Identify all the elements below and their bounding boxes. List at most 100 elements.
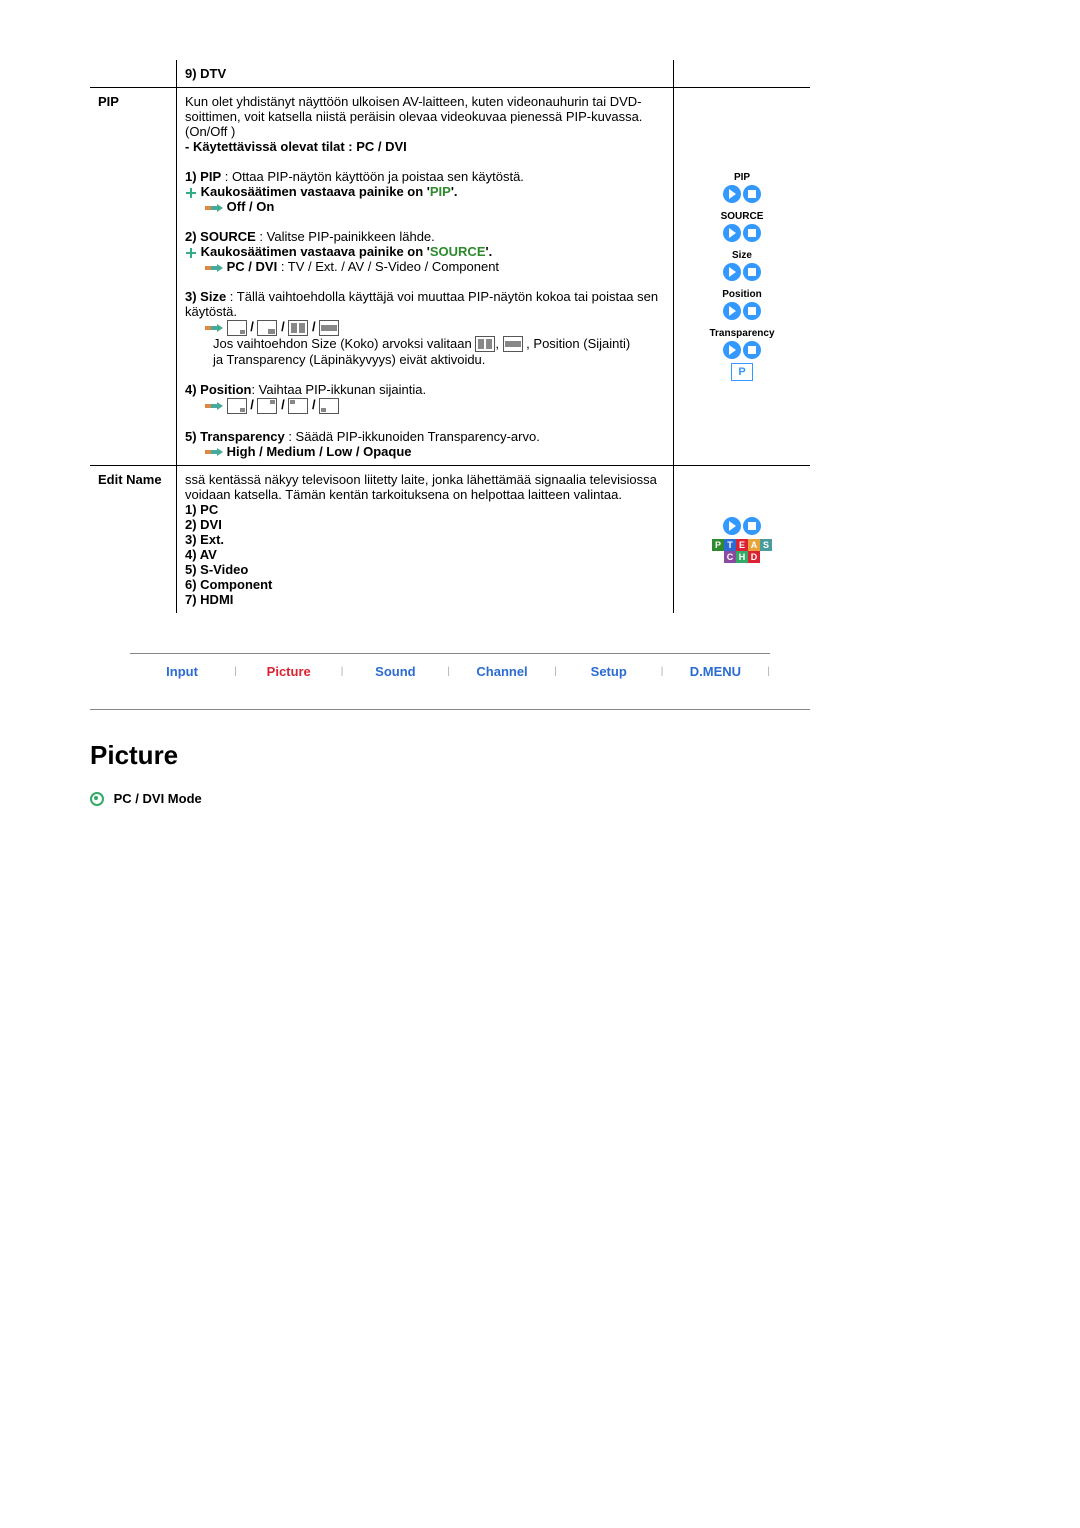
stop-icon (743, 263, 761, 281)
edit-opt-5: 6) Component (185, 577, 665, 592)
play-icon (723, 517, 741, 535)
pos-icon-4 (319, 398, 339, 414)
pip-item3-lead: 3) Size (185, 289, 226, 304)
pip-item2-rest: : Valitse PIP-painikkeen lähde. (256, 229, 435, 244)
play-icon (723, 263, 741, 281)
size-icon-2 (257, 320, 277, 336)
play-icon (723, 224, 741, 242)
remote1-tail: '. (451, 184, 458, 199)
side-transparency-label: Transparency (682, 328, 802, 339)
edit-side: P T E A S C H D (674, 465, 811, 613)
transparency-opts: High / Medium / Low / Opaque (227, 444, 412, 459)
pip-item1-rest: : Ottaa PIP-näytön käyttöön ja poistaa s… (221, 169, 524, 184)
pip-available: - Käytettävissä olevat tilat : PC / DVI (185, 139, 665, 154)
size-icon-inline1 (475, 336, 495, 352)
size-note1: Jos vaihtoehdon Size (Koko) arvoksi vali… (213, 336, 475, 351)
stop-icon (743, 517, 761, 535)
section-sub: PC / DVI Mode (114, 791, 202, 806)
dtv-side (674, 60, 811, 88)
strip-cell: C (724, 551, 736, 563)
arrow-icon (205, 322, 223, 334)
size-icon-1 (227, 320, 247, 336)
strip-cell: E (736, 539, 748, 551)
play-icon (723, 341, 741, 359)
empty-cell (90, 60, 177, 88)
arrow-icon (205, 446, 223, 458)
pos-icon-2 (257, 398, 277, 414)
remote2-tail: '. (486, 244, 493, 259)
pip-item3: 3) Size : Tällä vaihtoehdolla käyttäjä v… (185, 289, 665, 319)
section-title: Picture (90, 740, 810, 771)
pip-item4: 4) Position: Vaihtaa PIP-ikkunan sijaint… (185, 382, 665, 397)
pip-item5: 5) Transparency : Säädä PIP-ikkunoiden T… (185, 429, 665, 444)
pos-icon-3 (288, 398, 308, 414)
side-source-btns (682, 224, 802, 242)
nav-sound[interactable]: Sound (343, 664, 447, 679)
strip-cell: T (724, 539, 736, 551)
edit-opt-2: 3) Ext. (185, 532, 665, 547)
stop-icon (743, 224, 761, 242)
arrow-icon (205, 262, 223, 274)
bullet-icon (90, 792, 104, 806)
side-pip-btns (682, 185, 802, 203)
size-note4: ja Transparency (Läpinäkyvyys) eivät akt… (213, 352, 665, 367)
size-note3: , Position (Sijainti) (526, 336, 630, 351)
nav-row: Input | Picture | Sound | Channel | Setu… (130, 653, 770, 679)
strip-cell: S (760, 539, 772, 551)
arrow-icon (205, 202, 223, 214)
pip-remote2: Kaukosäätimen vastaava painike on 'SOURC… (185, 244, 665, 259)
side-edit-btns (682, 517, 802, 535)
edit-opt-3: 4) AV (185, 547, 665, 562)
pos-icon-1 (227, 398, 247, 414)
edit-opt-4: 5) S-Video (185, 562, 665, 577)
side-position-label: Position (682, 289, 802, 300)
dtv-label: 9) DTV (185, 66, 226, 81)
pip-item5-rest: : Säädä PIP-ikkunoiden Transparency-arvo… (285, 429, 540, 444)
size-icons-row: / / / (185, 319, 665, 336)
side-pip-label: PIP (682, 172, 802, 183)
stop-icon (743, 302, 761, 320)
nav-setup[interactable]: Setup (557, 664, 661, 679)
position-icons-row: / / / (185, 397, 665, 414)
size-note2: , (495, 336, 502, 351)
strip-cell: D (748, 551, 760, 563)
nav-picture[interactable]: Picture (237, 664, 341, 679)
edit-opt-1: 2) DVI (185, 517, 665, 532)
nav-channel[interactable]: Channel (450, 664, 554, 679)
divider (90, 709, 810, 710)
size-icon-inline2 (503, 336, 523, 352)
side-size-label: Size (682, 250, 802, 261)
pip-content: Kun olet yhdistänyt näyttöön ulkoisen AV… (177, 88, 674, 466)
remote1-lead: Kaukosäätimen vastaava painike on ' (201, 184, 430, 199)
plus-icon (185, 187, 197, 199)
side-position-btns (682, 302, 802, 320)
edit-intro: ssä kentässä näkyy televisoon liitetty l… (185, 472, 665, 502)
edit-content: ssä kentässä näkyy televisoon liitetty l… (177, 465, 674, 613)
pip-item3-rest: : Tällä vaihtoehdolla käyttäjä voi muutt… (185, 289, 658, 319)
size-icon-4 (319, 320, 339, 336)
pip-remote1: Kaukosäätimen vastaava painike on 'PIP'. (185, 184, 665, 199)
nav-input[interactable]: Input (130, 664, 234, 679)
stop-icon (743, 341, 761, 359)
edit-opt-6: 7) HDMI (185, 592, 665, 607)
transparency-row: High / Medium / Low / Opaque (185, 444, 665, 459)
pip-label-cell: PIP (90, 88, 177, 466)
pip-item1-lead: 1) PIP (185, 169, 221, 184)
remote1-key: PIP (430, 184, 451, 199)
nav-sep: | (767, 666, 770, 677)
play-icon (723, 185, 741, 203)
plus-icon (185, 247, 197, 259)
pip-item2: 2) SOURCE : Valitse PIP-painikkeen lähde… (185, 229, 665, 244)
color-strip-1: P T E A S (682, 539, 802, 551)
pcdvi-rest: : TV / Ext. / AV / S-Video / Component (277, 259, 499, 274)
side-trans-btns (682, 341, 802, 359)
pcdvi-lead: PC / DVI (227, 259, 278, 274)
remote2-key: SOURCE (430, 244, 486, 259)
pip-item2-lead: 2) SOURCE (185, 229, 256, 244)
strip-cell: A (748, 539, 760, 551)
color-strip-2: C H D (682, 551, 802, 563)
strip-cell: H (736, 551, 748, 563)
nav-dmenu[interactable]: D.MENU (663, 664, 767, 679)
play-icon (723, 302, 741, 320)
side-source-label: SOURCE (682, 211, 802, 222)
